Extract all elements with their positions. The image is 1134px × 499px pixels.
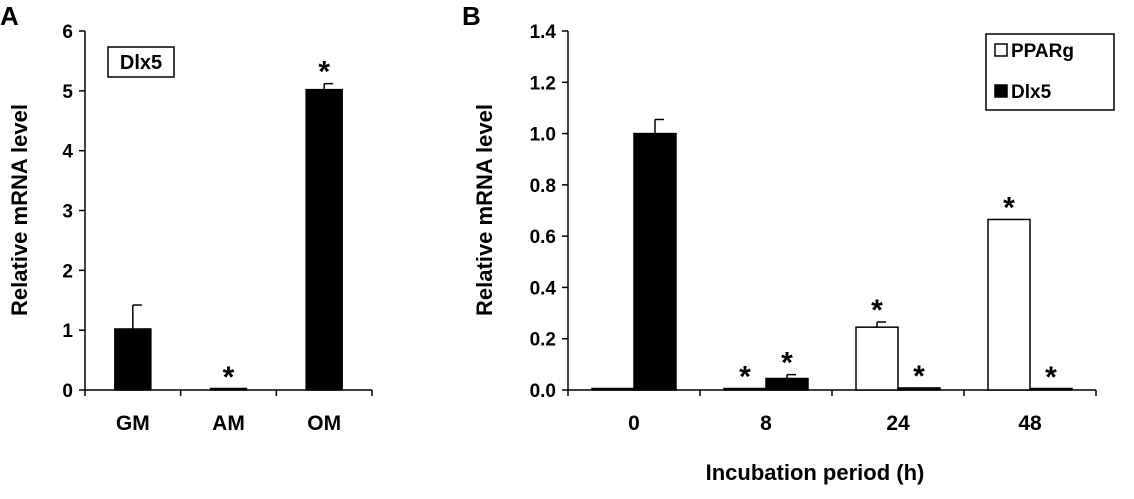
panel-b-bar: [987, 218, 1031, 391]
legend-label-dlx5: Dlx5: [1011, 82, 1052, 103]
panel-b-y-tick-label: 1.2: [530, 73, 556, 94]
panel-a-ylabel: Relative mRNA level: [7, 104, 32, 316]
panel-a-y-tick-label: 5: [62, 82, 73, 103]
panel-b-bar: [897, 387, 941, 391]
panel-b-category-label: 48: [1018, 412, 1042, 435]
panel-b-bar: [765, 377, 809, 391]
panel-a-significance-marker: *: [318, 56, 330, 89]
panel-a-bar: [209, 387, 248, 391]
panel-b-y-tick-label: 0.4: [530, 278, 557, 299]
panel-b-category-label: 0: [628, 412, 640, 435]
panel-a-bar: [114, 328, 152, 391]
panel-b-significance-marker: *: [871, 294, 883, 327]
panel-b-category-label: 8: [760, 412, 772, 435]
panel-b-category-label: 24: [886, 412, 910, 435]
panel-b-significance-marker: *: [1045, 361, 1057, 394]
panel-b-ylabel: Relative mRNA level: [472, 104, 497, 316]
panel-b-significance-marker: *: [1003, 191, 1015, 224]
panel-a-y-tick-label: 6: [62, 22, 73, 43]
panel-b-letter: B: [462, 1, 481, 31]
panel-a-category-label: AM: [212, 412, 245, 435]
panel-b-significance-marker: *: [913, 360, 925, 393]
panel-b-bar: [591, 387, 635, 391]
panel-b-xlabel: Incubation period (h): [706, 460, 925, 485]
legend-label-pparg: PPARg: [1011, 41, 1074, 62]
panel-a-category-label: OM: [307, 412, 341, 435]
panel-a-bar: [305, 88, 343, 391]
panel-b-legend: PPARg Dlx5: [985, 33, 1115, 111]
panel-a-y-tick-label: 1: [62, 321, 73, 342]
panel-b-bar: [1029, 387, 1073, 391]
panel-b-y-tick-label: 0.6: [530, 227, 556, 248]
panel-a-category-label: GM: [116, 412, 150, 435]
panel-b-bar: [633, 132, 677, 391]
panel-b-bar: [855, 326, 899, 391]
panel-b-significance-marker: *: [739, 361, 751, 394]
panel-a-plot: 0 1 2 3 4 5 6 GM AM OM * *: [62, 22, 373, 435]
panel-b-y-tick-label: 1.4: [530, 22, 557, 43]
panel-b-y-tick-label: 1.0: [530, 125, 556, 146]
panel-a-significance-marker: *: [223, 361, 235, 394]
panel-b-y-tick-label: 0.0: [530, 381, 556, 402]
panel-a-letter: A: [0, 1, 19, 31]
panel-a-inset-label: Dlx5: [120, 52, 162, 74]
panel-a-y-tick-label: 4: [62, 142, 73, 163]
legend-swatch-dlx5: [994, 84, 1008, 98]
panel-a-inset-box: [107, 46, 175, 78]
panel-a-y-tick-label: 2: [62, 261, 73, 282]
legend-swatch-pparg: [994, 43, 1008, 57]
panel-b-plot: 0.00.20.40.60.81.01.21.40 8 24 48* *****: [530, 22, 1097, 435]
panel-a-y-tick-label: 3: [62, 202, 73, 223]
panel-b-significance-marker: *: [781, 347, 793, 380]
panel-b-y-tick-label: 0.2: [530, 330, 556, 351]
panel-a-y-tick-label: 0: [62, 381, 73, 402]
panel-b-y-tick-label: 0.8: [530, 176, 556, 197]
